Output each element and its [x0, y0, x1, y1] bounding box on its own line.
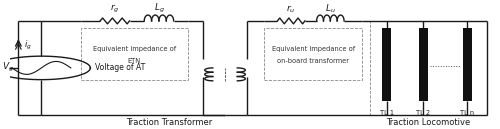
Text: TL 1: TL 1 [380, 110, 394, 116]
Text: $L_u$: $L_u$ [325, 3, 336, 15]
Text: on-board transformer: on-board transformer [277, 58, 349, 64]
Bar [419, 28, 428, 101]
Text: $r_g$: $r_g$ [110, 3, 120, 15]
Text: Traction Locomotive: Traction Locomotive [386, 118, 470, 127]
Text: $r_u$: $r_u$ [286, 4, 296, 15]
Text: Voltage of AT: Voltage of AT [96, 63, 146, 72]
Text: $V_g$: $V_g$ [2, 61, 14, 74]
Text: TL n: TL n [460, 110, 474, 116]
Text: Equivalent impedance of: Equivalent impedance of [272, 46, 355, 52]
Bar [382, 28, 391, 101]
Text: $L_g$: $L_g$ [154, 2, 164, 15]
Text: Equivalent impedance of: Equivalent impedance of [93, 46, 176, 52]
Text: Traction Transformer: Traction Transformer [126, 118, 212, 127]
Text: TL 2: TL 2 [416, 110, 430, 116]
Text: $i_g$: $i_g$ [24, 39, 32, 52]
Bar [463, 28, 472, 101]
Text: ETN: ETN [128, 58, 141, 64]
